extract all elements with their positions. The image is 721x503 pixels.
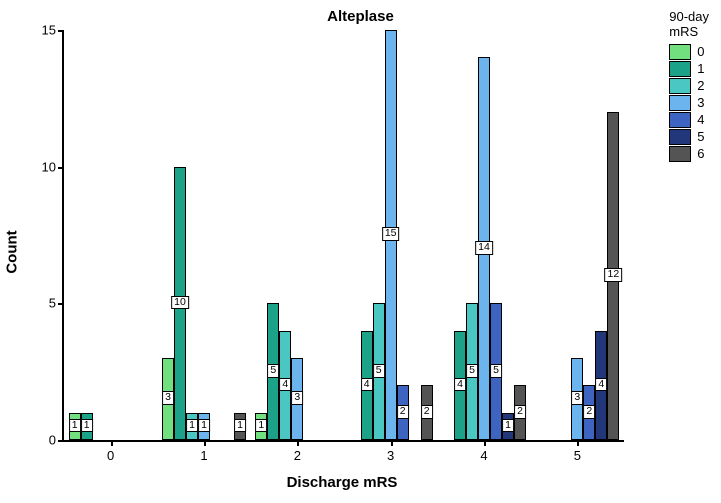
bar-value-label: 1 bbox=[502, 419, 514, 433]
x-tick-mark bbox=[204, 440, 206, 446]
x-tick-label: 3 bbox=[387, 448, 394, 463]
bar-value-label: 5 bbox=[466, 364, 478, 378]
x-tick-label: 5 bbox=[574, 448, 581, 463]
bar-value-label: 1 bbox=[234, 419, 246, 433]
legend-item: 1 bbox=[669, 61, 709, 77]
legend-swatch bbox=[669, 112, 691, 128]
y-tick-label: 15 bbox=[30, 23, 56, 38]
legend-label: 0 bbox=[697, 44, 704, 59]
legend-label: 2 bbox=[697, 78, 704, 93]
bar-value-label: 2 bbox=[421, 405, 433, 419]
legend-swatch bbox=[669, 78, 691, 94]
bar-value-label: 2 bbox=[583, 405, 595, 419]
legend-item: 4 bbox=[669, 112, 709, 128]
legend-item: 5 bbox=[669, 129, 709, 145]
y-tick-mark bbox=[58, 303, 64, 305]
bar-value-label: 4 bbox=[279, 378, 291, 392]
legend-label: 3 bbox=[697, 95, 704, 110]
x-tick-mark bbox=[111, 440, 113, 446]
x-tick-label: 4 bbox=[480, 448, 487, 463]
legend: 90-day mRS 0 1 2 3 4 5 6 bbox=[669, 10, 709, 163]
legend-title-line2: mRS bbox=[669, 24, 698, 39]
bar-value-label: 2 bbox=[514, 405, 526, 419]
legend-item: 2 bbox=[669, 78, 709, 94]
y-tick-mark bbox=[58, 167, 64, 169]
bar-value-label: 12 bbox=[604, 268, 622, 282]
bar-value-label: 3 bbox=[291, 391, 303, 405]
bar-value-label: 5 bbox=[490, 364, 502, 378]
y-tick-mark bbox=[58, 30, 64, 32]
legend-swatch bbox=[669, 44, 691, 60]
x-tick-mark bbox=[391, 440, 393, 446]
bar-value-label: 4 bbox=[595, 378, 607, 392]
y-tick-label: 5 bbox=[30, 296, 56, 311]
bar-value-label: 1 bbox=[255, 419, 267, 433]
chart-container: Alteplase Count Discharge mRS 90-day mRS… bbox=[0, 0, 721, 503]
legend-swatch bbox=[669, 61, 691, 77]
bar-value-label: 1 bbox=[81, 419, 93, 433]
bar-value-label: 5 bbox=[267, 364, 279, 378]
bar-value-label: 1 bbox=[69, 419, 81, 433]
x-tick-mark bbox=[297, 440, 299, 446]
y-axis-label: Count bbox=[4, 230, 21, 273]
legend-title-line1: 90-day bbox=[669, 9, 709, 24]
y-tick-label: 10 bbox=[30, 159, 56, 174]
bar-value-label: 10 bbox=[171, 296, 189, 310]
bar-value-label: 5 bbox=[373, 364, 385, 378]
bar-value-label: 3 bbox=[571, 391, 583, 405]
legend-swatch bbox=[669, 95, 691, 111]
x-tick-mark bbox=[484, 440, 486, 446]
y-tick-mark bbox=[58, 440, 64, 442]
y-tick-label: 0 bbox=[30, 433, 56, 448]
legend-item: 3 bbox=[669, 95, 709, 111]
bar-value-label: 1 bbox=[186, 419, 198, 433]
x-tick-mark bbox=[577, 440, 579, 446]
legend-swatch bbox=[669, 146, 691, 162]
x-axis-label: Discharge mRS bbox=[62, 474, 622, 491]
chart-title: Alteplase bbox=[0, 8, 721, 25]
legend-swatch bbox=[669, 129, 691, 145]
bar-value-label: 4 bbox=[454, 378, 466, 392]
bar-value-label: 4 bbox=[361, 378, 373, 392]
legend-label: 1 bbox=[697, 61, 704, 76]
legend-item: 0 bbox=[669, 44, 709, 60]
plot-area: 0510150111310111215433451522445145125324… bbox=[62, 30, 624, 442]
bar-value-label: 14 bbox=[475, 241, 493, 255]
legend-title: 90-day mRS bbox=[669, 10, 709, 40]
x-tick-label: 1 bbox=[200, 448, 207, 463]
legend-label: 4 bbox=[697, 112, 704, 127]
bar-value-label: 15 bbox=[382, 227, 400, 241]
bar-value-label: 3 bbox=[162, 391, 174, 405]
bar-value-label: 1 bbox=[198, 419, 210, 433]
bar-value-label: 2 bbox=[397, 405, 409, 419]
legend-label: 5 bbox=[697, 129, 704, 144]
legend-label: 6 bbox=[697, 146, 704, 161]
x-tick-label: 0 bbox=[107, 448, 114, 463]
legend-item: 6 bbox=[669, 146, 709, 162]
x-tick-label: 2 bbox=[294, 448, 301, 463]
